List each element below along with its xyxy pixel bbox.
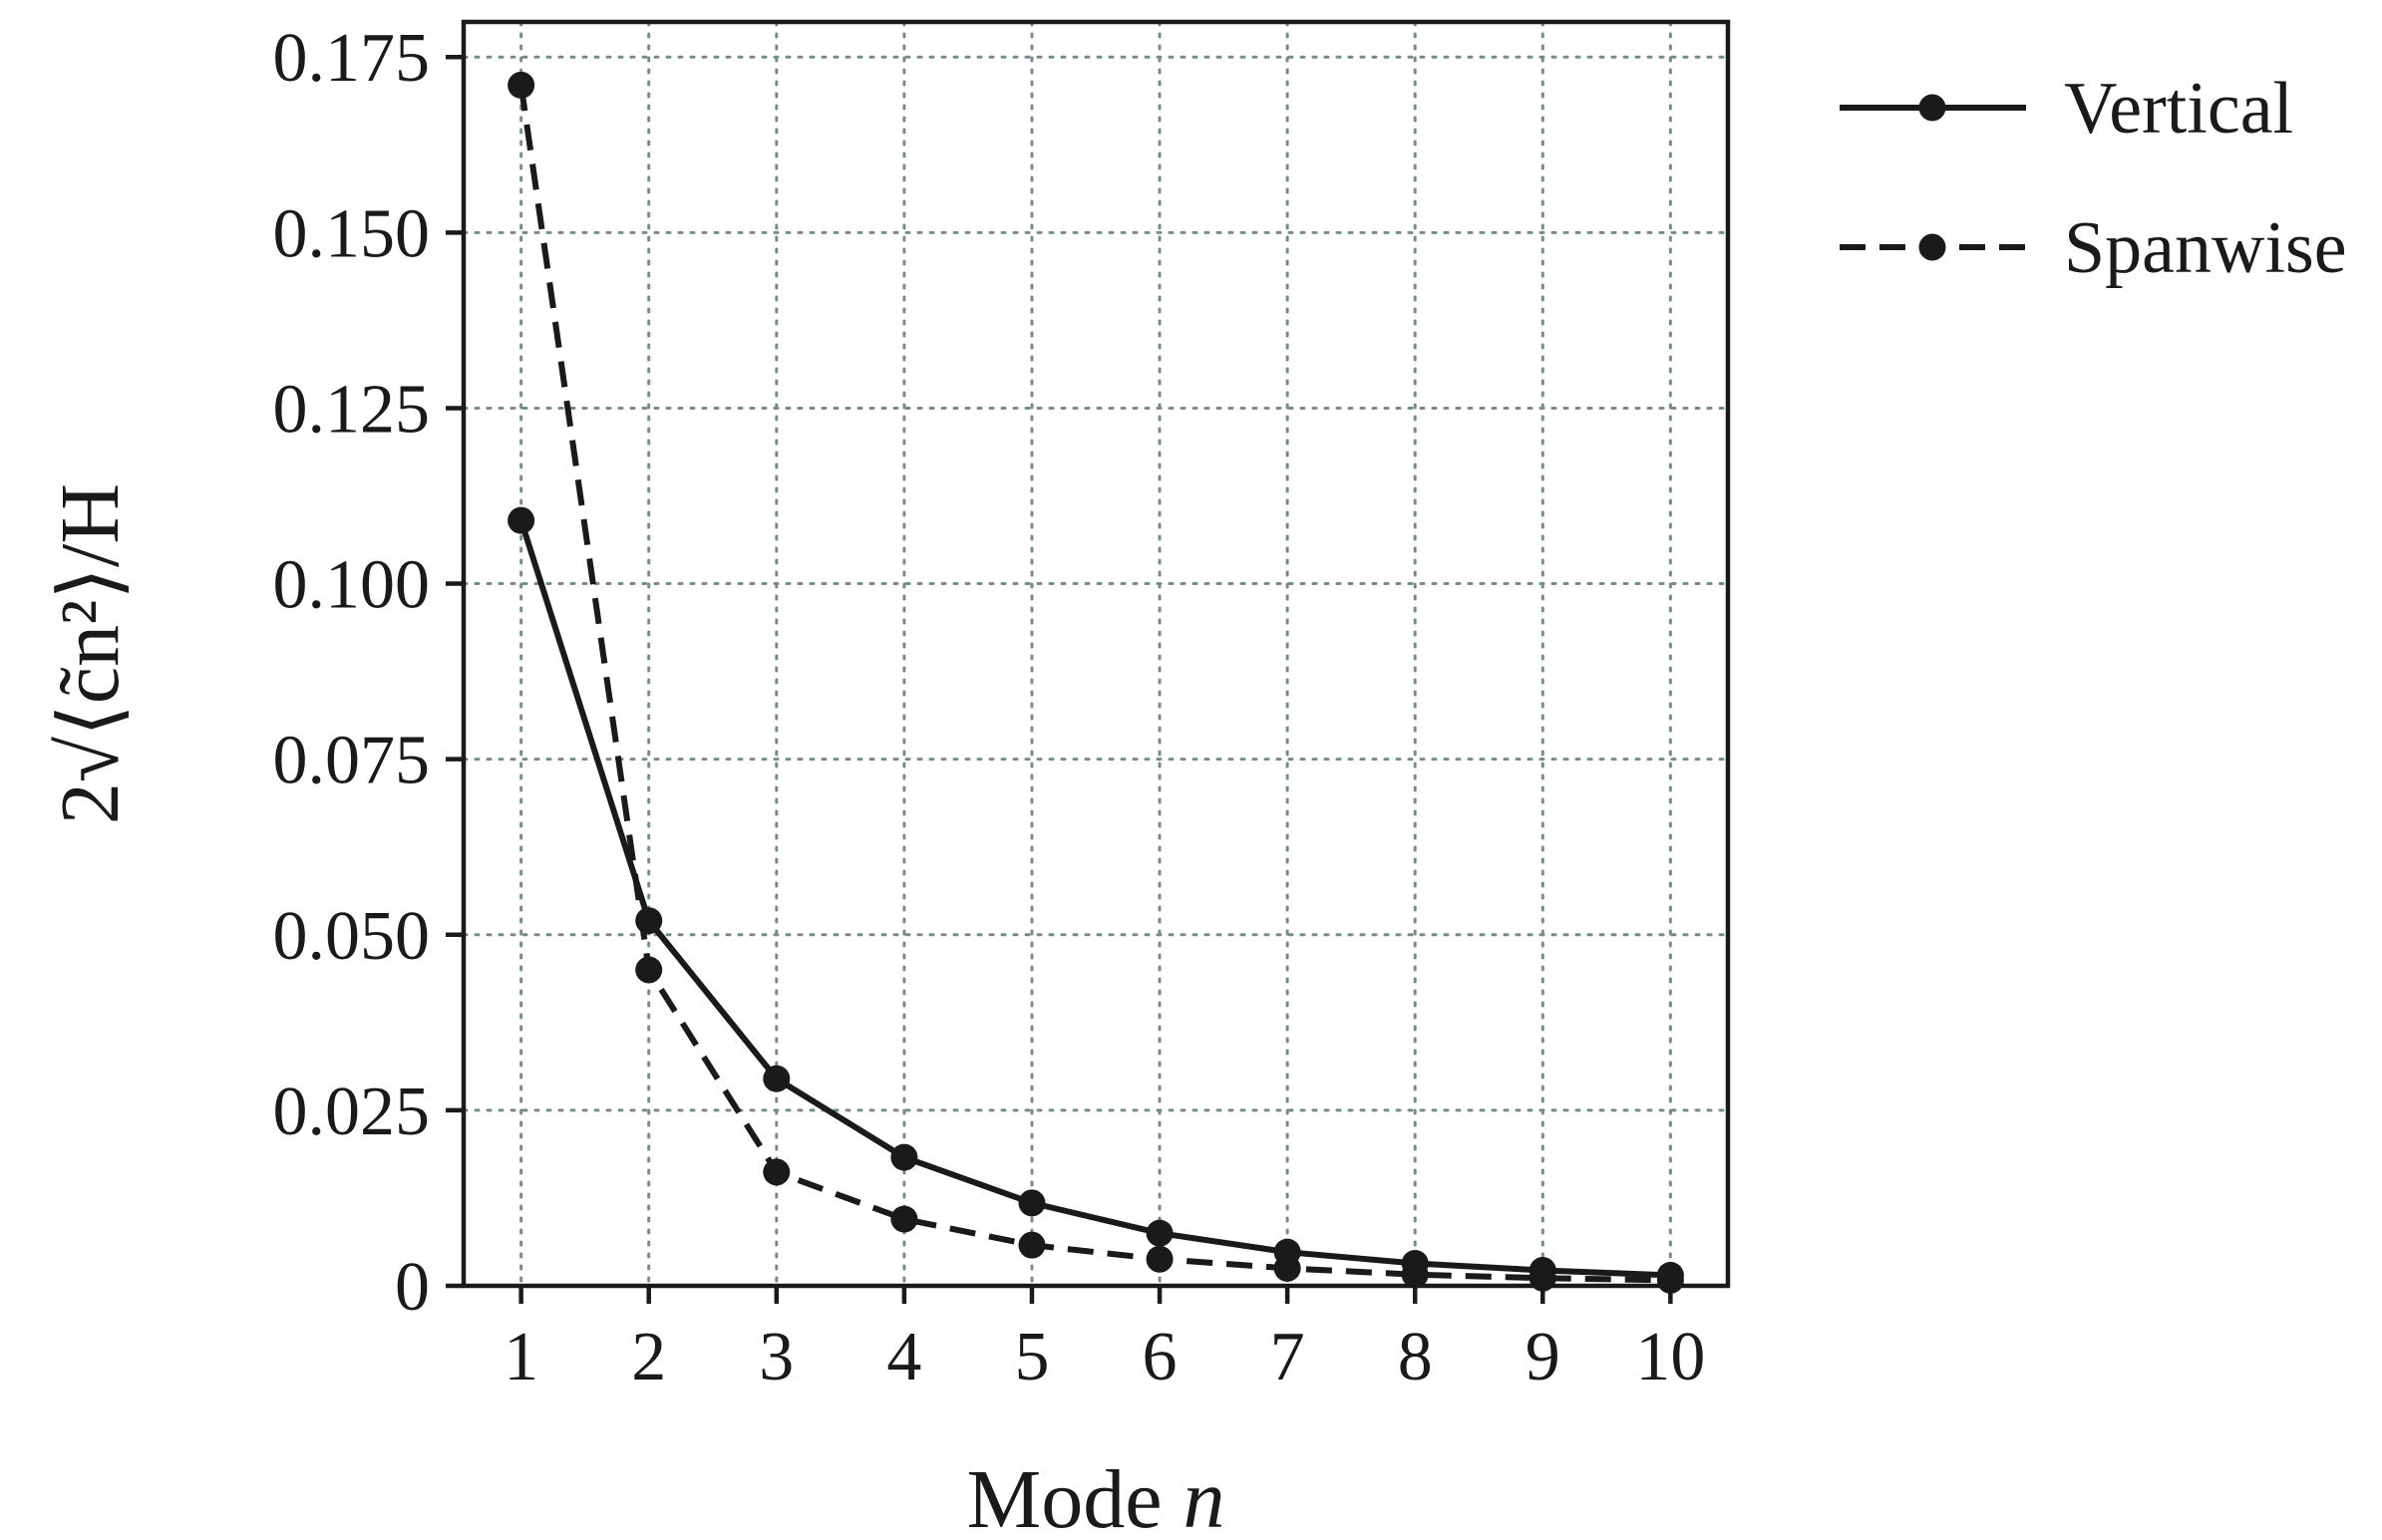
y-tick-label-7: 0.175 [273,20,431,97]
y-axis-label-text: 2√⟨c̃n²⟩/H [44,483,137,824]
x-tick-label-8: 8 [1398,1319,1433,1395]
legend-vertical-label: Vertical [2064,68,2293,150]
y-tick-label-3: 0.075 [273,723,431,799]
series-spanwise-point-6 [1146,1245,1174,1273]
x-axis-label: Mode n [967,1453,1225,1540]
series-vertical-point-3 [763,1065,791,1092]
x-tick-label-2: 2 [631,1319,666,1395]
series-spanwise-point-2 [635,956,663,984]
series-spanwise-point-3 [763,1158,791,1186]
x-tick-label-6: 6 [1143,1319,1178,1395]
x-tick-label-5: 5 [1014,1319,1049,1395]
legend-spanwise-marker [1918,233,1946,261]
series-spanwise-point-4 [890,1205,918,1233]
y-axis: 0 0.025 0.050 0.075 0.100 0.125 0.150 0.175 [273,20,464,1326]
x-axis: 1 2 3 4 5 6 7 8 9 10 [504,1286,1705,1395]
y-tick-label-2: 0.050 [273,898,431,975]
x-tick-label-4: 4 [886,1319,921,1395]
x-tick-label-3: 3 [759,1319,794,1395]
series-vertical-point-4 [890,1143,918,1171]
series-vertical-point-6 [1146,1219,1174,1247]
y-axis-label: 2√⟨c̃n²⟩/H [44,483,137,824]
series-vertical-line [517,519,1671,1279]
series-vertical-point-5 [1018,1189,1046,1217]
series-vertical-point-1 [508,506,535,534]
series-spanwise-point-5 [1018,1231,1046,1259]
x-tick-label-9: 9 [1526,1319,1560,1395]
grid [462,20,1730,1288]
series-spanwise-point-8 [1401,1261,1429,1289]
y-tick-label-1: 0.025 [273,1074,431,1150]
y-tick-label-6: 0.150 [273,195,431,272]
series-spanwise-point-1 [508,71,535,99]
series-spanwise-line [517,84,1671,1284]
legend-spanwise-label: Spanwise [2064,207,2347,289]
x-tick-label-1: 1 [504,1319,538,1395]
y-tick-label-0: 0 [395,1249,430,1326]
y-tick-label-4: 0.100 [273,547,431,624]
legend-vertical-marker [1918,94,1946,122]
plot-frame [461,19,1731,1289]
x-axis-label-var: n [1183,1453,1224,1540]
series-spanwise-point-7 [1273,1254,1301,1282]
x-axis-label-text: Mode [967,1453,1184,1540]
x-tick-label-7: 7 [1270,1319,1305,1395]
y-tick-label-5: 0.125 [273,371,431,448]
x-tick-label-10: 10 [1635,1319,1705,1395]
legend: Vertical Spanwise [1840,68,2347,289]
